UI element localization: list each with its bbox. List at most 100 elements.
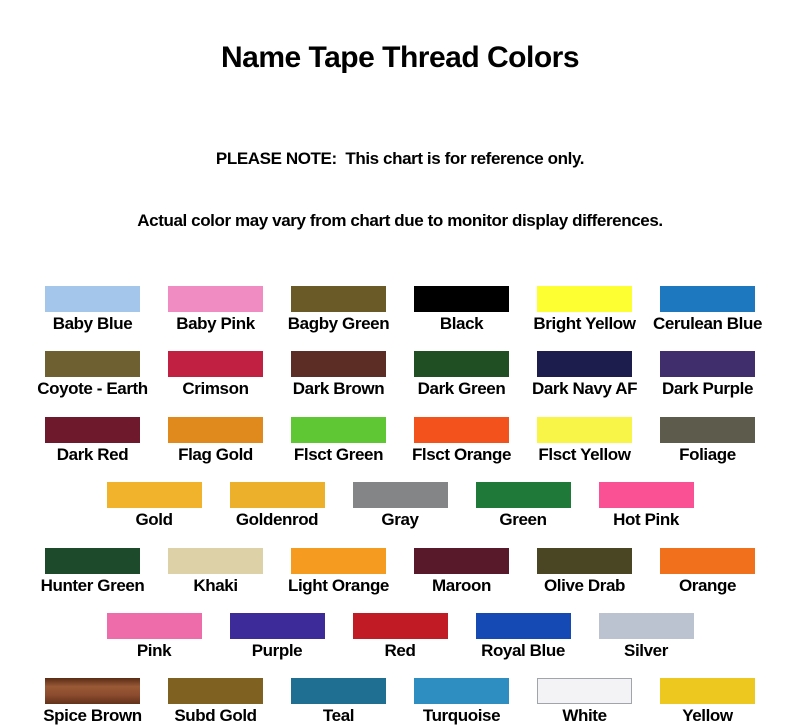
- color-swatch: [414, 547, 509, 574]
- swatch-cell: Dark Navy AF: [523, 351, 646, 399]
- swatch-row: Baby Blue Baby Pink Bagby Green Black Bright…: [0, 285, 800, 334]
- swatch-grid: Baby Blue Baby Pink Bagby Green Black Bright…: [0, 285, 800, 727]
- color-swatch: [660, 285, 755, 312]
- color-swatch: [229, 482, 325, 509]
- swatch-cell: Turquoise: [400, 678, 523, 726]
- swatch-cell: Coyote - Earth: [31, 351, 154, 399]
- swatch-label: Khaki: [193, 575, 238, 595]
- swatch-cell: Yellow: [646, 678, 769, 726]
- color-swatch: [106, 482, 202, 509]
- thread-color-chart: Name Tape Thread Colors PLEASE NOTE: Thi…: [0, 20, 800, 727]
- swatch-label: Flag Gold: [178, 444, 253, 464]
- swatch-cell: Pink: [93, 612, 216, 661]
- note-line-1: PLEASE NOTE: This chart is for reference…: [215, 148, 585, 168]
- swatch-label: Royal Blue: [481, 640, 565, 660]
- swatch-label: Coyote - Earth: [37, 379, 148, 399]
- swatch-cell: Subd Gold: [154, 678, 277, 726]
- color-swatch: [45, 285, 140, 312]
- swatch-row: Gold Goldenrod Gray Green Hot Pink: [0, 482, 800, 530]
- color-swatch: [291, 351, 386, 378]
- swatch-cell: White: [523, 678, 646, 726]
- color-swatch: [537, 285, 632, 312]
- swatch-cell: Hunter Green: [31, 547, 154, 596]
- swatch-label: Baby Blue: [52, 313, 133, 333]
- color-swatch: [291, 416, 386, 443]
- swatch-cell: Silver: [585, 612, 708, 661]
- swatch-cell: Dark Red: [31, 416, 154, 465]
- swatch-label: Baby Pink: [176, 313, 255, 333]
- swatch-cell: Goldenrod: [216, 482, 339, 530]
- color-swatch: [414, 678, 509, 705]
- swatch-cell: Foliage: [646, 416, 769, 465]
- swatch-cell: Bright Yellow: [523, 285, 646, 334]
- color-swatch: [537, 416, 632, 443]
- color-swatch: [598, 482, 694, 509]
- swatch-cell: Hot Pink: [585, 482, 708, 530]
- swatch-label: Dark Brown: [292, 379, 385, 399]
- color-swatch: [106, 612, 202, 639]
- color-swatch: [537, 547, 632, 574]
- swatch-label: White: [562, 706, 607, 726]
- swatch-cell: Maroon: [400, 547, 523, 596]
- color-swatch: [168, 678, 263, 705]
- swatch-cell: Dark Green: [400, 351, 523, 399]
- color-swatch: [475, 612, 571, 639]
- color-swatch: [537, 351, 632, 378]
- color-swatch: [537, 678, 632, 705]
- swatch-label: Bright Yellow: [533, 313, 636, 333]
- swatch-row: Coyote - Earth Crimson Dark Brown Dark Gree…: [0, 351, 800, 399]
- swatch-cell: Purple: [216, 612, 339, 661]
- swatch-row: Spice Brown Subd Gold Teal Turquoise White Ye…: [0, 678, 800, 726]
- swatch-label: Dark Purple: [661, 379, 754, 399]
- swatch-cell: Flag Gold: [154, 416, 277, 465]
- swatch-label: Flsct Green: [293, 444, 384, 464]
- color-swatch: [291, 285, 386, 312]
- swatch-cell: Green: [462, 482, 585, 530]
- color-swatch: [229, 612, 325, 639]
- swatch-cell: Cerulean Blue: [646, 285, 769, 334]
- color-swatch: [45, 351, 140, 378]
- swatch-label: Turquoise: [422, 706, 501, 726]
- swatch-cell: Light Orange: [277, 547, 400, 596]
- swatch-cell: Khaki: [154, 547, 277, 596]
- swatch-label: Light Orange: [288, 575, 389, 595]
- swatch-cell: Flsct Orange: [400, 416, 523, 465]
- color-swatch: [45, 547, 140, 574]
- swatch-cell: Red: [339, 612, 462, 661]
- color-swatch: [45, 678, 140, 705]
- color-swatch: [291, 678, 386, 705]
- swatch-cell: Flsct Green: [277, 416, 400, 465]
- color-swatch: [660, 416, 755, 443]
- color-swatch: [168, 416, 263, 443]
- swatch-cell: Spice Brown: [31, 678, 154, 726]
- swatch-label: Green: [499, 510, 547, 530]
- color-swatch: [660, 547, 755, 574]
- swatch-label: Subd Gold: [174, 706, 257, 726]
- swatch-cell: Dark Purple: [646, 351, 769, 399]
- swatch-label: Olive Drab: [543, 575, 626, 595]
- swatch-cell: Flsct Yellow: [523, 416, 646, 465]
- swatch-label: Gold: [135, 510, 173, 530]
- color-swatch: [414, 351, 509, 378]
- swatch-cell: Baby Blue: [31, 285, 154, 334]
- swatch-label: Hunter Green: [40, 575, 145, 595]
- color-swatch: [168, 351, 263, 378]
- color-swatch: [414, 285, 509, 312]
- color-swatch: [168, 285, 263, 312]
- swatch-row: Dark Red Flag Gold Flsct Green Flsct Orange…: [0, 416, 800, 465]
- color-swatch: [291, 547, 386, 574]
- swatch-cell: Dark Brown: [277, 351, 400, 399]
- swatch-cell: Crimson: [154, 351, 277, 399]
- swatch-row: Pink Purple Red Royal Blue Silver: [0, 612, 800, 661]
- color-swatch: [45, 416, 140, 443]
- swatch-label: Maroon: [432, 575, 491, 595]
- swatch-label: Gray: [381, 510, 419, 530]
- swatch-cell: Gold: [93, 482, 216, 530]
- swatch-label: Foliage: [679, 444, 736, 464]
- note-line-2: Actual color may vary from chart due to …: [137, 210, 663, 230]
- swatch-label: Bagby Green: [287, 313, 390, 333]
- swatch-label: Hot Pink: [613, 510, 679, 530]
- swatch-label: Purple: [251, 640, 303, 660]
- color-swatch: [414, 416, 509, 443]
- swatch-label: Flsct Yellow: [538, 444, 631, 464]
